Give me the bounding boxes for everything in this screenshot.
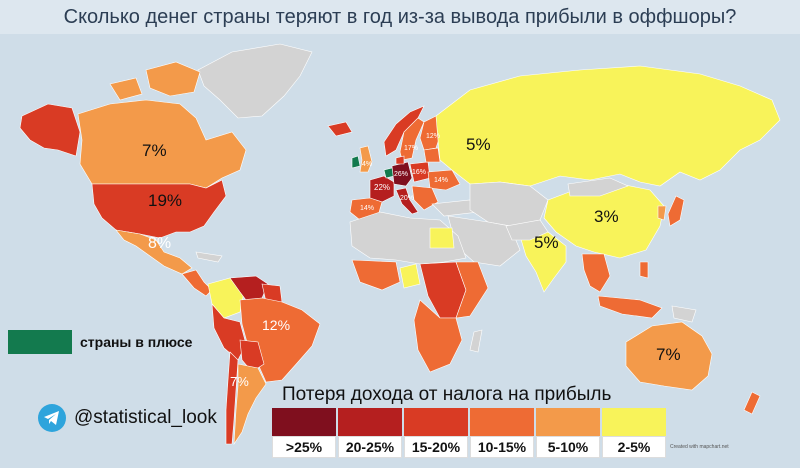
country-italy — [395, 187, 419, 215]
legend-item: 15-20% — [404, 408, 468, 458]
country-africa-north — [349, 211, 467, 265]
country-uk — [359, 145, 373, 173]
legend-label: >25% — [272, 436, 336, 458]
legend-swatch — [470, 408, 534, 436]
legend-swatch — [536, 408, 600, 436]
loss-legend: Потеря дохода от налога на прибыль >25% … — [272, 382, 672, 462]
legend-bar: >25% 20-25% 15-20% 10-15% 5-10% 2-5% — [272, 408, 668, 458]
world-map: 7% 19% 8% 12% 7% 5% 3% 5% 7% 4% 22% 26% … — [0, 34, 800, 468]
country-iceland — [327, 121, 353, 137]
label-canada: 7% — [142, 141, 167, 160]
telegram-badge[interactable]: @statistical_look — [38, 404, 217, 432]
country-central-asia — [469, 181, 549, 227]
legend-label: 15-20% — [404, 436, 468, 458]
country-russia — [435, 65, 781, 187]
legend-item: 20-25% — [338, 408, 402, 458]
label-france: 22% — [374, 183, 390, 192]
country-cuba — [195, 251, 223, 263]
legend-item: 10-15% — [470, 408, 534, 458]
legend-item: 5-10% — [536, 408, 600, 458]
country-egypt — [429, 227, 455, 249]
country-balkans — [411, 185, 439, 211]
legend-title: Потеря дохода от налога на прибыль — [282, 384, 612, 405]
country-mexico — [115, 229, 193, 275]
country-ukraine — [427, 169, 461, 191]
label-china: 3% — [594, 207, 619, 226]
plus-label: страны в плюсе — [80, 334, 193, 350]
country-argentina — [233, 363, 267, 446]
country-germany — [391, 161, 413, 187]
country-africa-south — [413, 299, 463, 373]
legend-swatch — [272, 408, 336, 436]
country-korea — [657, 205, 667, 221]
country-new-zealand — [743, 391, 761, 415]
country-ireland — [351, 155, 361, 169]
legend-label: 10-15% — [470, 436, 534, 458]
legend-item: >25% — [272, 408, 336, 458]
label-italy: 20% — [400, 195, 414, 202]
country-madagascar — [469, 329, 483, 353]
country-nigeria — [399, 263, 421, 289]
label-russia: 5% — [466, 135, 491, 154]
country-usa — [91, 179, 227, 239]
label-mexico: 8% — [148, 235, 171, 252]
telegram-handle[interactable]: @statistical_look — [74, 407, 217, 428]
label-uk: 4% — [362, 161, 372, 168]
telegram-icon — [38, 404, 66, 432]
country-indonesia — [597, 295, 663, 319]
plus-swatch — [8, 330, 72, 354]
country-chile — [225, 351, 239, 445]
country-central-america — [181, 269, 213, 297]
country-png — [671, 305, 697, 323]
credit: Created with mapchart.net — [670, 444, 729, 450]
label-sweden: 17% — [404, 145, 418, 152]
label-australia: 7% — [656, 345, 681, 364]
label-ukraine: 14% — [434, 177, 448, 184]
legend-label: 20-25% — [338, 436, 402, 458]
plus-legend: страны в плюсе — [8, 330, 192, 354]
legend-swatch — [602, 408, 666, 436]
country-india — [519, 231, 567, 293]
legend-item: 2-5% — [602, 408, 666, 458]
country-greenland — [197, 43, 313, 119]
country-baltics — [423, 147, 441, 163]
legend-label: 5-10% — [536, 436, 600, 458]
label-spain: 14% — [360, 205, 374, 212]
label-usa: 19% — [148, 191, 182, 210]
country-pakistan — [505, 219, 549, 241]
country-australia — [625, 321, 713, 391]
label-germany: 26% — [394, 171, 408, 178]
country-africa-west — [351, 259, 401, 291]
country-africa-east — [455, 261, 489, 319]
country-japan — [667, 195, 685, 227]
label-finland: 12% — [426, 133, 440, 140]
label-argentina: 7% — [230, 374, 249, 389]
label-india: 5% — [534, 233, 559, 252]
label-poland: 16% — [412, 169, 426, 176]
country-mongolia — [567, 177, 629, 197]
world-map-svg: 7% 19% 8% 12% 7% 5% 3% 5% 7% 4% 22% 26% … — [19, 43, 781, 446]
country-denmark — [395, 155, 405, 165]
map-title: Сколько денег страны теряют в год из-за … — [63, 5, 737, 28]
legend-swatch — [338, 408, 402, 436]
country-canada-islands-2 — [109, 77, 143, 101]
title-bar: Сколько денег страны теряют в год из-за … — [0, 0, 800, 34]
legend-label: 2-5% — [602, 436, 666, 458]
country-alaska — [19, 103, 81, 157]
country-philippines — [639, 261, 649, 279]
legend-swatch — [404, 408, 468, 436]
label-brazil: 12% — [262, 317, 290, 333]
country-canada-islands — [145, 61, 201, 97]
country-se-asia — [581, 253, 611, 293]
